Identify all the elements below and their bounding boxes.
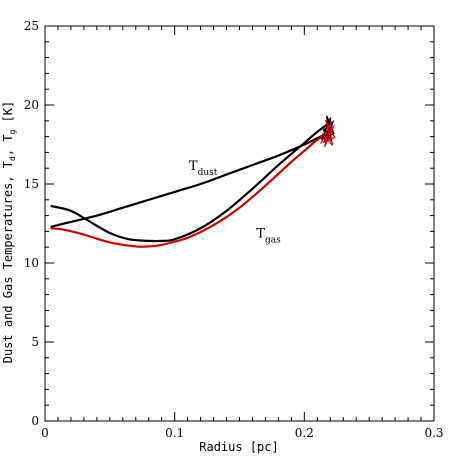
plot-area (44, 25, 435, 422)
annotation-sub: dust (198, 168, 218, 178)
annotation-main: T (189, 159, 198, 174)
plot-frame (44, 25, 435, 422)
y-axis-title-unit: [K] (1, 101, 15, 130)
x-tick-label: 0.2 (295, 426, 314, 440)
y-axis-title-sep: , T (1, 134, 15, 156)
x-axis-title: Radius [pc] (199, 440, 278, 454)
series-end-noise-red (320, 119, 336, 148)
y-tick-label: 0 (31, 414, 39, 428)
y-tick-label: 10 (24, 256, 39, 270)
series-line-0 (50, 130, 332, 228)
y-axis-title-sub-d: d (8, 156, 17, 161)
x-tick-label: 0.3 (424, 426, 443, 440)
series-line-1 (50, 130, 332, 248)
x-tick-label: 0.1 (165, 426, 184, 440)
y-tick-label: 20 (24, 98, 39, 112)
y-tick-label: 15 (24, 177, 39, 191)
annotation-gas: Tgas (256, 227, 281, 246)
annotation-main: T (256, 227, 265, 242)
annotation-dust: Tdust (189, 159, 218, 178)
tick-labels: 0 0.1 0.2 0.3 0 5 10 15 20 25 (24, 19, 444, 440)
y-axis-title: Dust and Gas Temperatures, Td, Tg [K] (1, 101, 17, 364)
ticks (44, 25, 435, 422)
x-tick-label: 0 (41, 426, 49, 440)
annotation-sub: gas (265, 236, 281, 246)
y-tick-label: 5 (31, 335, 39, 349)
y-axis-title-main: Dust and Gas Temperatures, T (1, 161, 15, 363)
y-tick-label: 25 (24, 19, 39, 33)
y-axis-title-sub-g: g (8, 129, 17, 134)
series-lines (50, 115, 336, 248)
series-line-2 (50, 121, 332, 243)
